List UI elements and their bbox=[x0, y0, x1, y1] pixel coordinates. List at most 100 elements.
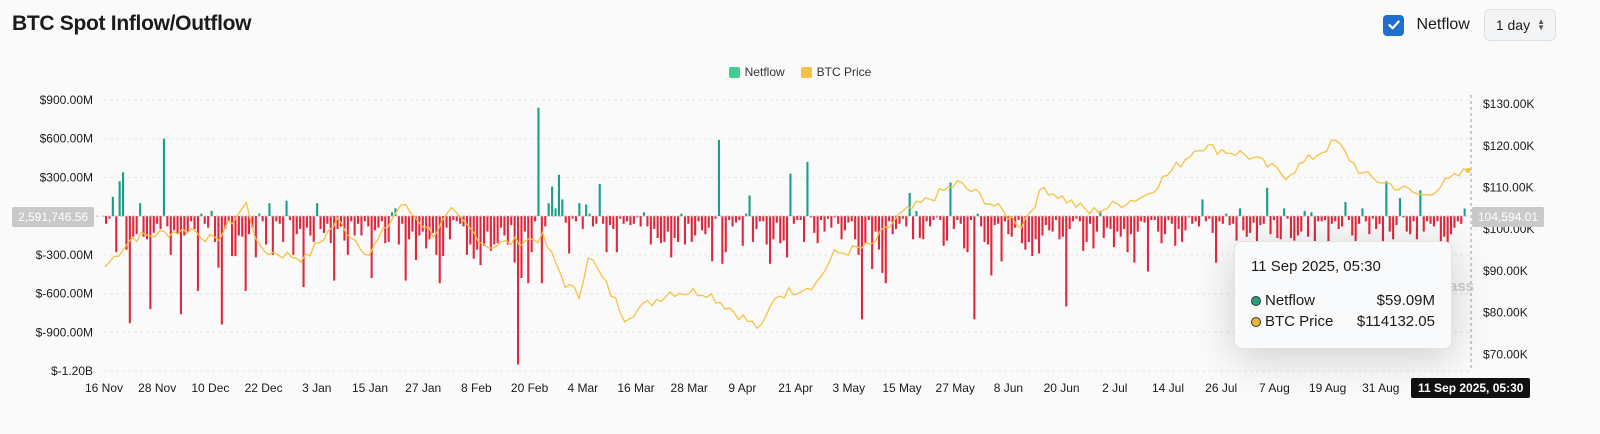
netflow-bar bbox=[1330, 216, 1333, 224]
netflow-bar bbox=[411, 216, 414, 232]
netflow-bar bbox=[1252, 216, 1255, 223]
netflow-bar bbox=[857, 216, 860, 255]
netflow-bar bbox=[588, 213, 591, 217]
netflow-bar bbox=[803, 216, 806, 242]
netflow-bar bbox=[976, 213, 979, 217]
netflow-bar bbox=[1402, 216, 1405, 218]
netflow-bar bbox=[626, 216, 629, 222]
netflow-bar bbox=[714, 216, 717, 219]
netflow-bar bbox=[1075, 216, 1078, 219]
chart-controls: Netflow 1 day ▲ ▼ bbox=[1383, 9, 1556, 41]
netflow-bar bbox=[1385, 181, 1388, 217]
netflow-bar bbox=[990, 216, 993, 276]
netflow-bar bbox=[1259, 216, 1262, 226]
netflow-bar bbox=[881, 216, 884, 273]
x-tick-label: 15 May bbox=[882, 381, 921, 395]
netflow-bar bbox=[1262, 216, 1265, 224]
netflow-bar bbox=[755, 216, 758, 229]
netflow-bar bbox=[1307, 216, 1310, 237]
x-tick-label: 28 Nov bbox=[138, 381, 176, 395]
netflow-bar bbox=[544, 216, 547, 227]
chart-legend: Netflow BTC Price bbox=[0, 65, 1600, 79]
netflow-bar bbox=[697, 216, 700, 222]
netflow-bar bbox=[741, 216, 744, 246]
x-tick-label: 22 Dec bbox=[245, 381, 283, 395]
netflow-checkbox-label[interactable]: Netflow bbox=[1416, 16, 1470, 33]
netflow-bar bbox=[149, 216, 152, 309]
x-tick-label: 8 Jun bbox=[994, 381, 1023, 395]
left-tick-label: $-600.00M bbox=[36, 287, 93, 301]
legend-item-btc-price[interactable]: BTC Price bbox=[800, 65, 871, 79]
netflow-bar bbox=[711, 216, 714, 262]
x-tick-label: 20 Feb bbox=[511, 381, 549, 395]
netflow-bar bbox=[329, 216, 332, 244]
netflow-bar bbox=[271, 216, 274, 255]
check-icon bbox=[1388, 20, 1400, 30]
netflow-bar bbox=[1443, 216, 1446, 237]
netflow-bar bbox=[305, 216, 308, 228]
left-tick-label: $900.00M bbox=[40, 93, 93, 107]
netflow-checkbox[interactable] bbox=[1383, 14, 1405, 36]
netflow-bar bbox=[159, 216, 162, 229]
netflow-bar bbox=[1439, 216, 1442, 242]
chart-tooltip: 11 Sep 2025, 05:30 Netflow $59.09M BTC P… bbox=[1234, 241, 1452, 349]
netflow-bar bbox=[1245, 216, 1248, 237]
netflow-bar bbox=[1395, 216, 1398, 226]
netflow-bar bbox=[493, 216, 496, 245]
netflow-bar bbox=[574, 216, 577, 222]
x-tick-label: 21 Apr bbox=[778, 381, 813, 395]
netflow-bar bbox=[445, 216, 448, 228]
netflow-bar bbox=[959, 216, 962, 224]
netflow-bar bbox=[251, 216, 254, 228]
x-tick-label: 27 Jan bbox=[405, 381, 441, 395]
netflow-bar bbox=[646, 216, 649, 227]
netflow-bar bbox=[969, 216, 972, 220]
netflow-bar bbox=[929, 216, 932, 227]
netflow-bar bbox=[520, 216, 523, 278]
x-tick-label: 27 May bbox=[936, 381, 975, 395]
netflow-bar bbox=[687, 216, 690, 224]
netflow-bar bbox=[762, 216, 765, 222]
netflow-bar bbox=[1099, 211, 1102, 217]
netflow-bar bbox=[418, 216, 421, 236]
netflow-bar bbox=[1044, 216, 1047, 226]
netflow-bar bbox=[908, 192, 911, 217]
netflow-bar bbox=[1436, 216, 1439, 222]
interval-select[interactable]: 1 day ▲ ▼ bbox=[1483, 9, 1556, 41]
netflow-bar bbox=[309, 216, 312, 236]
left-tick-label: $600.00M bbox=[40, 132, 93, 146]
netflow-bar bbox=[275, 216, 278, 222]
netflow-bar bbox=[1211, 216, 1214, 233]
netflow-bar bbox=[612, 216, 615, 229]
netflow-bar bbox=[152, 216, 155, 233]
netflow-bar bbox=[244, 216, 247, 291]
netflow-bar bbox=[850, 216, 853, 222]
netflow-bar bbox=[261, 216, 264, 222]
netflow-bar bbox=[1017, 216, 1020, 220]
netflow-bar bbox=[779, 216, 782, 244]
netflow-bar bbox=[217, 216, 220, 268]
netflow-bar bbox=[319, 216, 322, 229]
netflow-bar bbox=[707, 216, 710, 228]
netflow-bar bbox=[683, 216, 686, 245]
netflow-bar bbox=[139, 203, 142, 217]
netflow-bar bbox=[1412, 216, 1415, 222]
netflow-bar bbox=[1146, 216, 1149, 272]
netflow-bar bbox=[1164, 216, 1167, 235]
netflow-bar bbox=[891, 216, 894, 235]
netflow-bar bbox=[333, 216, 336, 281]
netflow-bar bbox=[1310, 212, 1313, 217]
x-tick-label: 16 Mar bbox=[617, 381, 654, 395]
legend-item-netflow[interactable]: Netflow bbox=[728, 65, 785, 79]
netflow-bar bbox=[602, 216, 605, 224]
netflow-bar bbox=[1160, 216, 1163, 244]
netflow-bar bbox=[1238, 208, 1241, 217]
netflow-bar bbox=[404, 216, 407, 281]
netflow-bar bbox=[792, 216, 795, 224]
netflow-bar bbox=[1235, 216, 1238, 241]
netflow-bar bbox=[608, 216, 611, 226]
netflow-bar bbox=[1136, 216, 1139, 232]
netflow-bar bbox=[1221, 216, 1224, 224]
netflow-bar bbox=[455, 216, 458, 222]
